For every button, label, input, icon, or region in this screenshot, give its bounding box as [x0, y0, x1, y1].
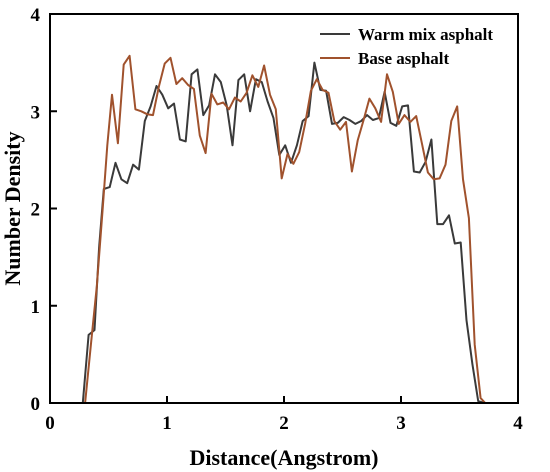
legend-label-0: Warm mix asphalt	[358, 25, 493, 44]
y-tick-label: 4	[31, 5, 41, 26]
legend: Warm mix asphalt Base asphalt	[320, 25, 493, 68]
plot-frame	[49, 13, 519, 404]
x-axis-title: Distance(Angstrom)	[189, 445, 378, 470]
ticks-layer: 0 1 2 3 4 0 1 2 3 4	[31, 5, 524, 434]
x-tick-label: 0	[45, 413, 55, 434]
x-tick-label: 1	[162, 413, 172, 434]
y-tick-label: 3	[31, 102, 41, 123]
x-tick-label: 3	[396, 413, 406, 434]
y-tick-label: 1	[31, 297, 41, 318]
y-tick-label: 0	[31, 394, 41, 415]
series-line-1	[84, 54, 486, 404]
y-axis-title: Number Density	[0, 131, 25, 285]
series-line-0	[81, 61, 485, 404]
legend-label-1: Base asphalt	[358, 49, 449, 68]
series-layer	[81, 54, 486, 404]
x-tick-label: 4	[513, 413, 523, 434]
x-tick-label: 2	[279, 413, 289, 434]
y-tick-label: 2	[31, 200, 41, 221]
